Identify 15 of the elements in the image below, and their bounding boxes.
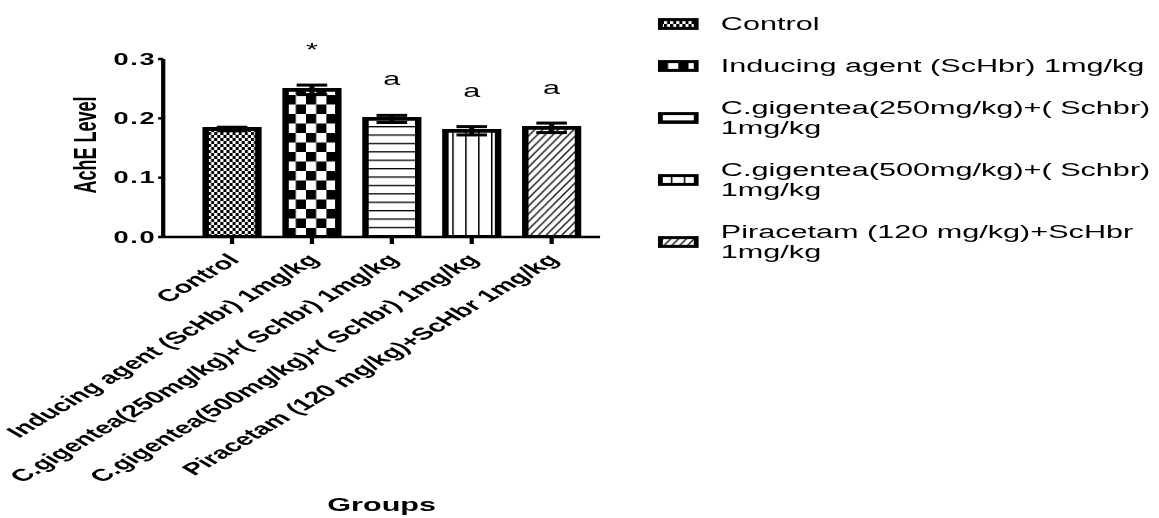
annotation: a: [383, 68, 401, 89]
legend-label: Inducing agent (ScHbr) 1mg/kg: [720, 56, 1146, 76]
x-axis-title: Groups: [327, 494, 437, 515]
legend-label: Piracetam (120 mg/kg)+ScHbr 1mg/kg: [720, 222, 1135, 262]
legend-label: C.gigentea(250mg/kg)+( Schbr) 1mg/kg: [720, 98, 1152, 138]
y-tick-label: 0.1: [113, 169, 157, 187]
legend-label: C.gigentea(500mg/kg)+( Schbr) 1mg/kg: [720, 160, 1152, 200]
y-tick-label: 0.3: [113, 50, 157, 69]
annotation: *: [306, 39, 319, 60]
y-tick-label: 0.2: [113, 109, 157, 128]
y-tick-label: 0.0: [113, 228, 157, 247]
annotation: a: [463, 80, 481, 101]
annotation: a: [543, 77, 561, 98]
legend-label: Control: [720, 14, 821, 34]
y-axis-title: AchE Level: [67, 96, 103, 194]
